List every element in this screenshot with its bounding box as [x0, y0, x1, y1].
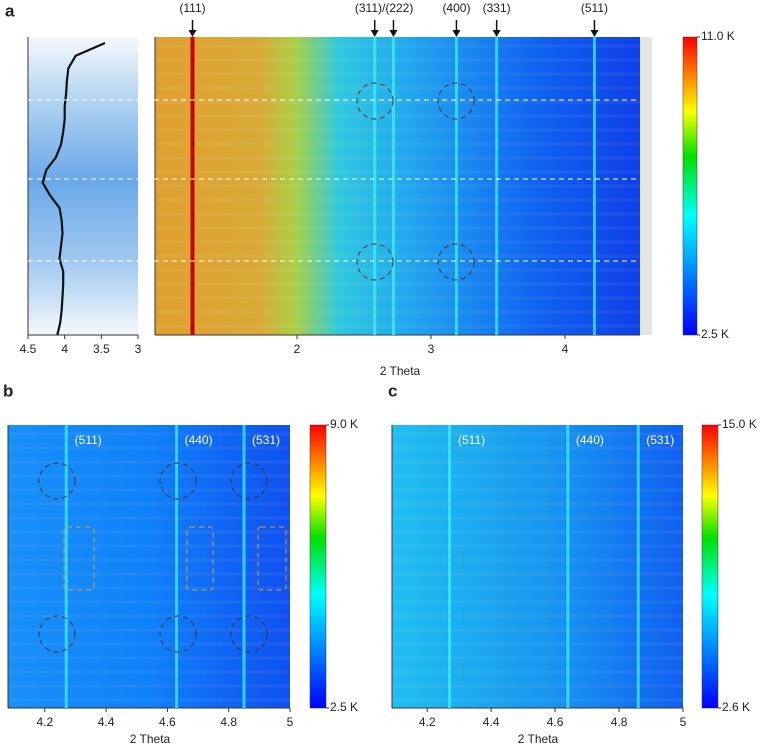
peak-arrow-head [188, 30, 197, 37]
colorbar-label: 11.0 K [701, 29, 735, 43]
x-tick-label: 4 [562, 342, 569, 356]
peak-label: (531) [646, 433, 674, 447]
circle [437, 243, 475, 281]
circle [437, 82, 475, 120]
peak-arrow-head [370, 30, 379, 37]
x-tick-label: 4.4 [483, 715, 500, 729]
x-tick-label: 4.6 [547, 715, 564, 729]
panel-letter: c [388, 381, 397, 400]
plots: 4.5 4 3.5 3 a 2 3 4 2 Theta (111) (311)/(222) (400)… [3, 1, 757, 746]
peak-label: (440) [576, 433, 604, 447]
peak-arrow-head [452, 30, 461, 37]
circle [38, 462, 76, 500]
peak-label: (440) [185, 433, 213, 447]
x-axis-label: 2 Theta [518, 732, 559, 746]
x-axis-label: 2 Theta [380, 364, 421, 378]
profile-line [41, 41, 106, 336]
x-tick-label: 5 [680, 715, 687, 729]
x-tick-label: 4.5 [20, 342, 37, 356]
box [257, 526, 287, 591]
circle [356, 243, 394, 281]
x-tick-label: 3.5 [93, 342, 110, 356]
colorbar-label: 9.0 K [330, 417, 358, 431]
peak-arrow-head [590, 30, 599, 37]
peak-arrow-head [389, 30, 398, 37]
peak-label: (311)/(222) [355, 1, 413, 15]
circle [230, 462, 268, 500]
peak-label: (511) [75, 433, 102, 447]
heatmap [392, 425, 683, 708]
circle [159, 462, 197, 500]
colorbar [701, 424, 719, 709]
box [63, 526, 95, 591]
heatmap [8, 425, 290, 708]
x-tick-label: 4.8 [220, 715, 237, 729]
circle [356, 82, 394, 120]
peak-label: (111) [179, 1, 205, 15]
x-tick-label: 4.2 [419, 715, 436, 729]
x-tick-label: 4.8 [611, 715, 628, 729]
colorbar-label: 2.5 K [701, 327, 729, 341]
peak-label: (511) [458, 433, 485, 447]
circle [38, 615, 76, 653]
colorbar-label: 2.6 K [722, 700, 750, 714]
frame [640, 37, 652, 335]
peak-label: (531) [252, 433, 280, 447]
peak-arrow-head [492, 30, 501, 37]
heatmap [155, 37, 640, 335]
x-tick-label: 5 [287, 715, 294, 729]
x-tick-label: 4.4 [98, 715, 115, 729]
colorbar-label: 15.0 K [722, 417, 757, 431]
x-axis-label: 2 Theta [130, 732, 171, 746]
x-tick-label: 4.2 [36, 715, 53, 729]
colorbar-label: 2.5 K [330, 700, 358, 714]
colorbar [682, 36, 698, 336]
peak-label: (511) [581, 1, 608, 15]
x-tick-label: 2 [294, 342, 301, 356]
panel-letter: a [5, 1, 15, 20]
x-tick-label: 4.6 [159, 715, 176, 729]
x-tick-label: 3 [135, 342, 142, 356]
profile-background [28, 37, 138, 335]
circle [159, 615, 197, 653]
panel-letter: b [3, 381, 13, 400]
circle [230, 615, 268, 653]
x-tick-label: 4 [61, 342, 68, 356]
peak-label: (331) [483, 1, 511, 15]
overlays [28, 82, 640, 653]
peak-label: (400) [442, 1, 470, 15]
x-tick-label: 3 [428, 342, 435, 356]
colorbar [309, 424, 327, 709]
box [186, 526, 214, 591]
